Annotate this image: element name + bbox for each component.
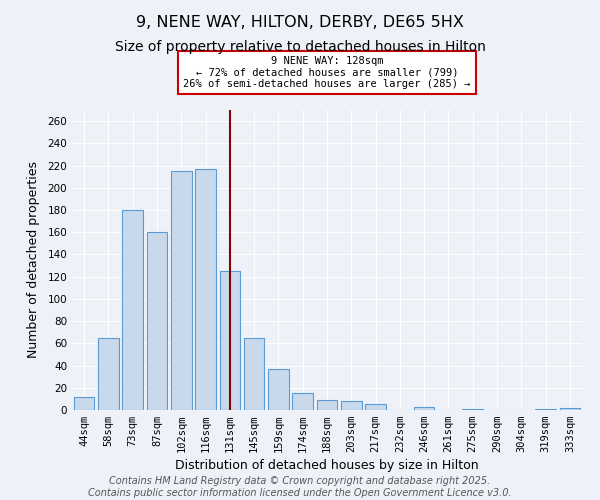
Bar (463, 409, 483, 410)
Bar (122, 210, 143, 410)
Y-axis label: Number of detached properties: Number of detached properties (28, 162, 40, 358)
Bar (268, 369, 289, 410)
Bar (535, 409, 556, 410)
Bar (317, 400, 337, 410)
Bar (244, 338, 265, 410)
Text: 9 NENE WAY: 128sqm
← 72% of detached houses are smaller (799)
26% of semi-detach: 9 NENE WAY: 128sqm ← 72% of detached hou… (183, 56, 471, 89)
Bar (365, 404, 386, 410)
Bar (220, 271, 240, 410)
Bar (560, 408, 580, 410)
Text: Size of property relative to detached houses in Hilton: Size of property relative to detached ho… (115, 40, 485, 54)
Bar (171, 171, 191, 410)
Bar (98, 338, 119, 410)
X-axis label: Distribution of detached houses by size in Hilton: Distribution of detached houses by size … (175, 460, 479, 472)
Bar (414, 406, 434, 410)
Bar (292, 394, 313, 410)
Bar (195, 169, 216, 410)
Bar (341, 401, 362, 410)
Text: 9, NENE WAY, HILTON, DERBY, DE65 5HX: 9, NENE WAY, HILTON, DERBY, DE65 5HX (136, 15, 464, 30)
Text: Contains HM Land Registry data © Crown copyright and database right 2025.
Contai: Contains HM Land Registry data © Crown c… (88, 476, 512, 498)
Bar (146, 232, 167, 410)
Bar (74, 396, 94, 410)
